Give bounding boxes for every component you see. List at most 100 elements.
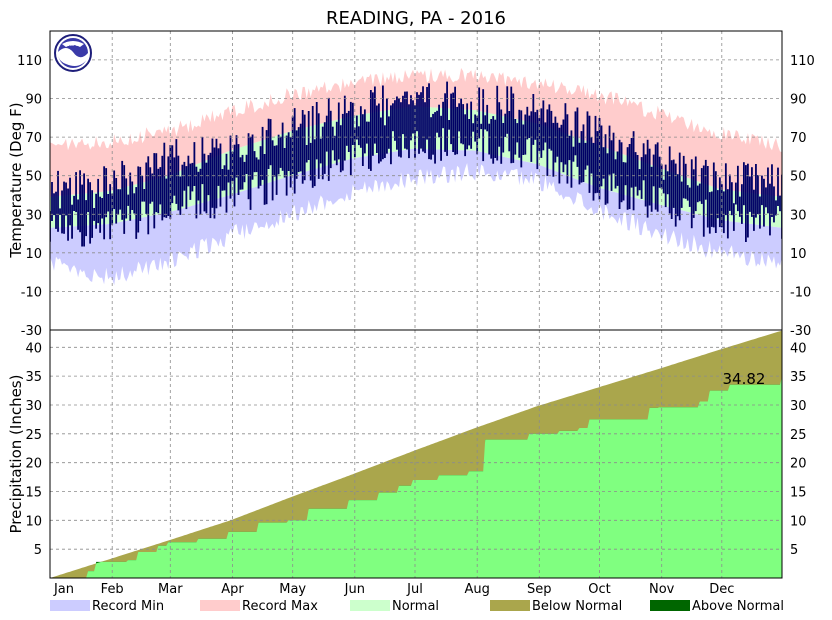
observed-day-bar bbox=[578, 142, 581, 185]
observed-day-bar bbox=[779, 195, 781, 212]
observed-day-bar bbox=[109, 184, 112, 240]
observed-day-bar bbox=[384, 125, 386, 158]
observed-day-bar bbox=[347, 110, 350, 152]
observed-day-bar bbox=[745, 165, 747, 242]
temp-tick-left: 30 bbox=[25, 208, 42, 223]
observed-day-bar bbox=[261, 126, 264, 180]
observed-day-bar bbox=[732, 203, 735, 231]
observed-day-bar bbox=[528, 115, 531, 138]
observed-day-bar bbox=[592, 142, 595, 201]
observed-day-bar bbox=[287, 132, 290, 171]
observed-day-bar bbox=[566, 114, 569, 184]
observed-day-bar bbox=[470, 101, 473, 149]
precip-tick-left: 40 bbox=[25, 341, 42, 356]
observed-day-bar bbox=[375, 105, 378, 153]
observed-day-bar bbox=[191, 162, 194, 192]
chart-title: READING, PA - 2016 bbox=[326, 8, 506, 29]
temp-tick-right: -10 bbox=[790, 285, 811, 300]
precip-tick-left: 20 bbox=[25, 457, 42, 472]
observed-day-bar bbox=[119, 189, 122, 210]
observed-day-bar bbox=[564, 103, 567, 165]
observed-day-bar bbox=[576, 107, 579, 167]
observed-day-bar bbox=[769, 183, 771, 236]
observed-day-bar bbox=[738, 196, 741, 217]
observed-day-bar bbox=[608, 125, 611, 175]
observed-day-bar bbox=[730, 182, 733, 216]
temp-tick-right: 70 bbox=[790, 131, 807, 146]
observed-day-bar bbox=[442, 101, 444, 129]
temp-tick-left: 70 bbox=[25, 131, 42, 146]
observed-day-bar bbox=[339, 125, 342, 173]
observed-day-bar bbox=[241, 154, 244, 190]
observed-day-bar bbox=[546, 109, 549, 176]
observed-day-bar bbox=[185, 166, 188, 210]
observed-day-bar bbox=[742, 162, 745, 206]
precip-tick-left: 10 bbox=[25, 514, 42, 529]
observed-day-bar bbox=[724, 163, 727, 216]
precip-tick-left: 5 bbox=[34, 543, 42, 558]
observed-day-bar bbox=[390, 105, 392, 165]
observed-day-bar bbox=[410, 95, 412, 141]
observed-day-bar bbox=[422, 86, 424, 152]
plot-frame bbox=[49, 30, 783, 579]
observed-day-bar bbox=[275, 145, 278, 195]
observed-day-bar bbox=[418, 94, 420, 154]
observed-day-bar bbox=[233, 144, 236, 207]
legend: Record Min Record Max Normal Below Normal Ab… bbox=[50, 599, 784, 614]
observed-day-bar bbox=[245, 154, 248, 174]
observed-day-bar bbox=[536, 109, 539, 170]
observed-day-bar bbox=[714, 171, 717, 233]
observed-day-bar bbox=[708, 192, 711, 234]
observed-day-bar bbox=[462, 104, 465, 145]
month-label: Jan bbox=[53, 582, 74, 597]
observed-day-bar bbox=[279, 136, 282, 168]
observed-day-bar bbox=[313, 139, 316, 187]
observed-day-bar bbox=[736, 165, 739, 212]
observed-day-bar bbox=[239, 157, 242, 190]
legend-label: Record Max bbox=[242, 599, 318, 614]
observed-day-bar bbox=[61, 190, 63, 234]
observed-day-bar bbox=[672, 159, 675, 208]
observed-day-bar bbox=[183, 161, 186, 191]
observed-day-bar bbox=[131, 181, 134, 210]
observed-day-bar bbox=[646, 139, 649, 218]
observed-day-bar bbox=[205, 162, 208, 214]
observed-day-bar bbox=[149, 167, 152, 204]
observed-day-bar bbox=[227, 169, 230, 183]
observed-day-bar bbox=[434, 112, 436, 164]
observed-day-bar bbox=[436, 110, 438, 133]
observed-day-bar bbox=[305, 145, 308, 163]
observed-day-bar bbox=[656, 142, 659, 212]
observed-day-bar bbox=[474, 114, 477, 142]
observed-day-bar bbox=[634, 152, 637, 187]
observed-day-bar bbox=[488, 123, 491, 155]
observed-day-bar bbox=[686, 185, 689, 201]
observed-day-bar bbox=[466, 103, 469, 150]
month-label: May bbox=[279, 582, 306, 597]
observed-day-bar bbox=[289, 137, 292, 188]
observed-day-bar bbox=[622, 162, 625, 201]
observed-day-bar bbox=[648, 148, 651, 206]
observed-day-bar bbox=[438, 104, 440, 138]
observed-day-bar bbox=[143, 189, 146, 202]
observed-day-bar bbox=[498, 102, 501, 147]
observed-day-bar bbox=[323, 122, 326, 174]
observed-day-bar bbox=[526, 106, 529, 140]
observed-day-bar bbox=[127, 194, 130, 206]
observed-day-bar bbox=[65, 182, 67, 216]
observed-day-bar bbox=[618, 139, 621, 209]
precip-tick-left: 30 bbox=[25, 399, 42, 414]
observed-day-bar bbox=[676, 174, 679, 217]
observed-day-bar bbox=[253, 151, 256, 173]
observed-day-bar bbox=[315, 102, 318, 160]
observed-day-bar bbox=[771, 164, 773, 217]
observed-day-bar bbox=[712, 162, 715, 228]
observed-day-bar bbox=[271, 140, 274, 201]
observed-day-bar bbox=[79, 170, 81, 233]
observed-day-bar bbox=[247, 133, 250, 200]
observed-day-bar bbox=[550, 110, 553, 151]
observed-day-bar bbox=[353, 127, 356, 158]
observed-day-bar bbox=[620, 142, 623, 203]
observed-day-bar bbox=[201, 136, 204, 185]
observed-day-bar bbox=[652, 154, 655, 187]
